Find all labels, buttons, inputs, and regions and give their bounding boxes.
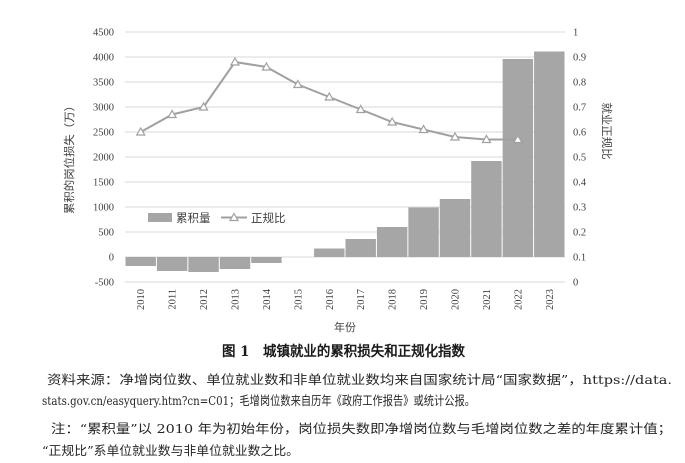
right-tick-label: 0.8: [573, 78, 586, 89]
x-tick-label: 2020: [451, 289, 462, 310]
bar-2022: [502, 59, 534, 257]
source-line-2: stats.gov.cn/easyquery.htm?cn=C01；毛增岗位数来…: [42, 393, 475, 408]
bar-2013: [219, 257, 251, 269]
bar-2017: [345, 239, 376, 257]
left-tick-label: 3500: [93, 78, 114, 89]
right-tick-label: 0: [573, 278, 578, 289]
x-tick-label: 2023: [545, 289, 556, 310]
left-tick-label: 1000: [93, 203, 114, 214]
right-tick-label: 0.5: [573, 153, 586, 164]
bar-2019: [408, 207, 439, 257]
left-tick-label: 2500: [93, 128, 114, 139]
left-tick-label: 2000: [93, 153, 114, 164]
legend-label-ratio: 正规比: [251, 211, 286, 225]
bar-2018: [376, 227, 408, 257]
bar-2011: [156, 257, 188, 271]
bar-2010: [125, 257, 156, 266]
bar-2021: [471, 161, 502, 257]
right-tick-label: 0.6: [573, 128, 586, 139]
note-line-1: 注：“累积量”以 2010 年为初始年份，岗位损失数即净增岗位数与毛增岗位数之差…: [51, 421, 672, 436]
left-tick-label: 4500: [93, 28, 114, 39]
right-tick-label: 0.3: [573, 203, 586, 214]
chart: 4500 4000 3500 3000 2500 2000 1500 1000 500 0 -500…: [62, 28, 614, 335]
bar-2012: [188, 257, 219, 272]
right-tick-label: 0.4: [573, 178, 587, 189]
line-point-2013: [229, 56, 241, 66]
source-line-1: 资料来源：净增岗位数、单位就业数和非单位就业数均来自国家统计局“国家数据”，ht…: [47, 372, 672, 387]
legend-bar-swatch: [148, 213, 172, 222]
triangle-marker-icon: [228, 212, 240, 222]
left-axis-title: 累积的岗位损失（万）: [62, 100, 76, 214]
line-point-2010: [135, 126, 146, 136]
x-tick-label: 2013: [231, 289, 242, 310]
line-point-2020: [449, 131, 461, 141]
x-tick-label: 2014: [262, 288, 273, 310]
x-tick-label: 2016: [325, 289, 336, 310]
right-axis-title: 就业正规比: [600, 103, 614, 160]
legend-label-cumulative: 累积量: [176, 211, 211, 225]
left-axis-ticks: 4500 4000 3500 3000 2500 2000 1500 1000 500 0 -500: [93, 28, 114, 289]
right-axis-ticks: 1 0.9 0.8 0.7 0.6 0.5 0.4 0.3 0.2 0.1 0: [573, 28, 587, 289]
bar-2016: [314, 248, 345, 257]
line-series: [135, 56, 523, 144]
x-axis-title: 年份: [334, 320, 356, 334]
x-tick-label: 2018: [388, 289, 399, 310]
note-line-2: “正规比”系单位就业数与非单位就业数之比。: [42, 443, 299, 458]
left-tick-label: 500: [98, 228, 114, 239]
bar-2023: [534, 51, 565, 257]
left-tick-label: 4000: [93, 53, 114, 64]
x-axis-ticks: 2010 2011 2012 2013 2014 2015 2016 2017 2018 2019…: [136, 288, 556, 310]
line-point-2017: [355, 104, 366, 114]
line-point-2021: [481, 134, 492, 144]
right-tick-label: 1: [573, 28, 578, 39]
left-tick-label: 3000: [93, 103, 114, 114]
line-point-2011: [167, 109, 178, 119]
x-tick-label: 2012: [199, 289, 210, 310]
x-tick-label: 2021: [482, 289, 493, 310]
x-tick-label: 2015: [293, 289, 304, 310]
right-tick-label: 0.2: [573, 228, 586, 239]
x-tick-label: 2010: [136, 289, 147, 310]
line-point-2012: [198, 101, 209, 111]
left-tick-label: 0: [109, 253, 114, 264]
bar-2014: [251, 257, 282, 263]
left-tick-label: -500: [95, 278, 114, 289]
x-tick-label: 2017: [356, 289, 367, 310]
legend: 累积量 正规比: [148, 211, 286, 225]
ratio-line: [140, 60, 518, 141]
x-tick-label: 2019: [419, 289, 430, 310]
line-point-2014: [261, 61, 272, 71]
right-tick-label: 0.1: [573, 253, 586, 264]
line-point-2022: [512, 134, 523, 144]
x-tick-label: 2022: [513, 289, 524, 310]
right-tick-label: 0.7: [573, 103, 586, 114]
line-point-2018: [387, 116, 398, 126]
right-tick-label: 0.9: [573, 53, 586, 64]
figure-caption: 图 1 城镇就业的累积损失和正规化指数: [222, 343, 466, 360]
line-point-2015: [292, 79, 303, 89]
left-tick-label: 1500: [93, 178, 114, 189]
bar-series: [125, 51, 565, 272]
line-point-2016: [324, 91, 335, 101]
line-point-2019: [418, 124, 429, 134]
bar-2020: [439, 199, 471, 257]
x-tick-label: 2011: [168, 289, 179, 310]
